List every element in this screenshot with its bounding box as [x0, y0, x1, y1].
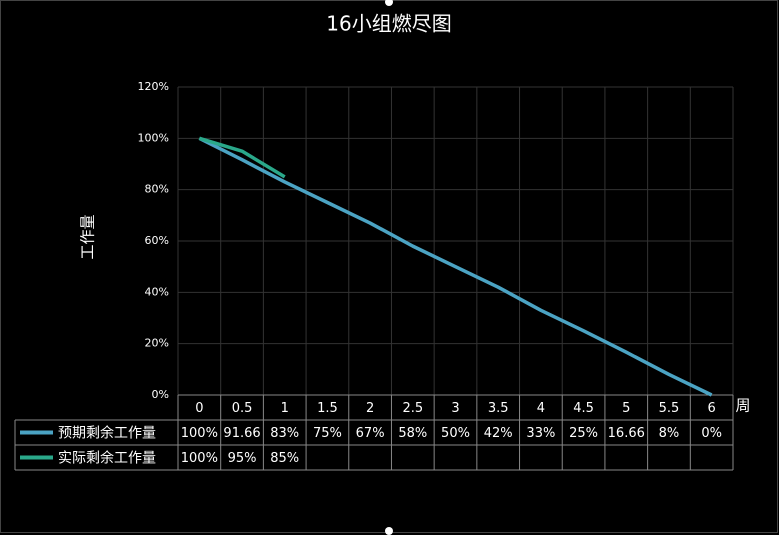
x-tick-label: 1.5 — [317, 401, 338, 416]
x-tick-label: 4 — [537, 401, 545, 416]
chart-title: 16小组燃尽图 — [326, 12, 451, 36]
x-tick-label: 6 — [708, 401, 716, 416]
data-table-value: 91.66 — [223, 426, 260, 441]
data-table-value: 33% — [526, 426, 555, 441]
series-line — [198, 136, 286, 179]
series-line — [198, 136, 713, 397]
data-table-value: 95% — [228, 451, 257, 466]
data-table-value: 8% — [659, 426, 680, 441]
x-tick-label: 5.5 — [659, 401, 680, 416]
y-tick-label: 80% — [145, 183, 169, 196]
data-table-value: 42% — [484, 426, 513, 441]
y-tick-label: 40% — [145, 285, 169, 298]
data-table-value: 50% — [441, 426, 470, 441]
data-table-value: 100% — [181, 451, 218, 466]
data-table-value: 85% — [270, 451, 299, 466]
x-tick-label: 4.5 — [573, 401, 594, 416]
data-table-value: 83% — [270, 426, 299, 441]
resize-handle[interactable] — [385, 0, 393, 6]
x-tick-label: 0.5 — [232, 401, 253, 416]
data-table-value: 0% — [701, 426, 722, 441]
legend-label: 实际剩余工作量 — [58, 450, 156, 467]
x-tick-label: 5 — [622, 401, 630, 416]
data-table-value: 16.66 — [608, 426, 645, 441]
data-table-value: 58% — [398, 426, 427, 441]
data-table-value: 100% — [181, 426, 218, 441]
y-tick-label: 60% — [145, 234, 169, 247]
y-tick-label: 100% — [138, 131, 169, 144]
x-tick-label: 2.5 — [402, 401, 423, 416]
x-tick-label: 3.5 — [488, 401, 509, 416]
y-tick-label: 0% — [152, 388, 169, 401]
resize-handle[interactable] — [385, 527, 393, 535]
legend-label: 预期剩余工作量 — [58, 425, 156, 442]
y-axis-title: 工作量 — [79, 214, 97, 259]
y-tick-label: 120% — [138, 80, 169, 93]
data-table-value: 75% — [313, 426, 342, 441]
data-table-value: 67% — [356, 426, 385, 441]
x-tick-label: 2 — [366, 401, 374, 416]
x-tick-label: 0 — [195, 401, 203, 416]
data-table-value: 25% — [569, 426, 598, 441]
x-tick-label: 1 — [281, 401, 289, 416]
x-axis-title: 周 — [735, 397, 750, 415]
y-tick-label: 20% — [145, 337, 169, 350]
x-tick-label: 3 — [451, 401, 459, 416]
